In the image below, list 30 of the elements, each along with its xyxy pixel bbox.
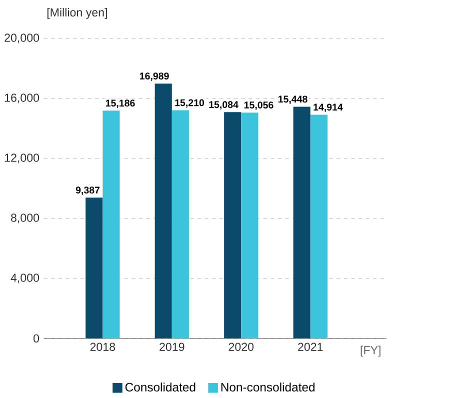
x-axis-title: [FY] bbox=[360, 346, 380, 357]
y-tick-label: 12,000 bbox=[4, 154, 40, 164]
bar bbox=[241, 112, 258, 338]
bar bbox=[224, 112, 242, 338]
x-tick-label: 2020 bbox=[228, 342, 254, 351]
bar bbox=[172, 110, 189, 338]
x-tick-label: 2018 bbox=[90, 342, 116, 351]
data-label: 15,186 bbox=[106, 100, 135, 108]
bar bbox=[310, 114, 328, 338]
data-label: 15,210 bbox=[175, 99, 204, 108]
bar bbox=[102, 110, 120, 338]
data-label: 15,056 bbox=[244, 102, 274, 110]
y-tick-label: 4,000 bbox=[10, 274, 40, 284]
data-label: 9,387 bbox=[76, 186, 100, 195]
y-tick-label: 0 bbox=[34, 334, 40, 342]
x-tick-label: 2021 bbox=[298, 342, 323, 351]
y-tick-label: 20,000 bbox=[4, 34, 40, 44]
data-label: 15,084 bbox=[209, 101, 238, 110]
data-label: 14,914 bbox=[314, 104, 343, 112]
y-axis-title: [Million yen] bbox=[47, 8, 107, 19]
y-tick-label: 8,000 bbox=[11, 214, 40, 224]
x-tick-label: 2019 bbox=[160, 342, 184, 351]
data-label: 16,989 bbox=[140, 72, 169, 81]
legend-label: Consolidated bbox=[125, 382, 196, 392]
bar bbox=[86, 198, 103, 338]
y-tick-label: 16,000 bbox=[4, 94, 40, 104]
legend-label: Non-consolidated bbox=[221, 382, 315, 392]
bar bbox=[293, 106, 310, 338]
data-label: 15,448 bbox=[278, 96, 308, 104]
bar bbox=[154, 84, 172, 338]
